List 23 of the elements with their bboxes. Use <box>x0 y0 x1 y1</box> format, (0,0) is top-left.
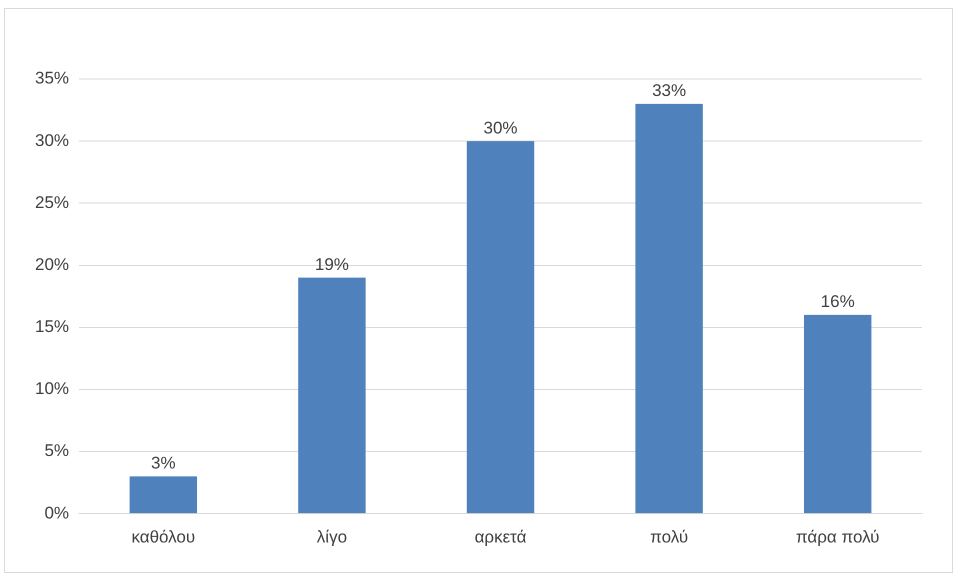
x-tick-label: λίγο <box>316 527 348 546</box>
bar <box>466 141 534 514</box>
bar <box>130 476 198 514</box>
y-tick-label: 25% <box>34 192 70 212</box>
y-tick-label: 20% <box>34 254 70 274</box>
data-label: 19% <box>314 254 349 274</box>
y-tick-label: 35% <box>34 68 70 88</box>
y-tick-label: 15% <box>34 317 70 336</box>
data-label: 30% <box>483 118 518 138</box>
y-tick-label: 5% <box>44 441 70 460</box>
y-tick-label: 30% <box>34 130 70 150</box>
x-tick-label: πάρα πολύ <box>796 527 880 546</box>
data-label: 3% <box>151 454 176 473</box>
y-tick-label: 10% <box>34 379 70 398</box>
data-label: 16% <box>820 292 855 312</box>
data-label: 33% <box>652 81 686 100</box>
bar <box>635 104 703 514</box>
x-tick-label: πολύ <box>650 527 688 546</box>
bar <box>804 314 872 514</box>
bar <box>298 278 366 514</box>
x-tick-label: καθόλου <box>131 527 196 546</box>
y-tick-label: 0% <box>44 503 70 522</box>
x-tick-label: αρκετά <box>474 527 527 546</box>
